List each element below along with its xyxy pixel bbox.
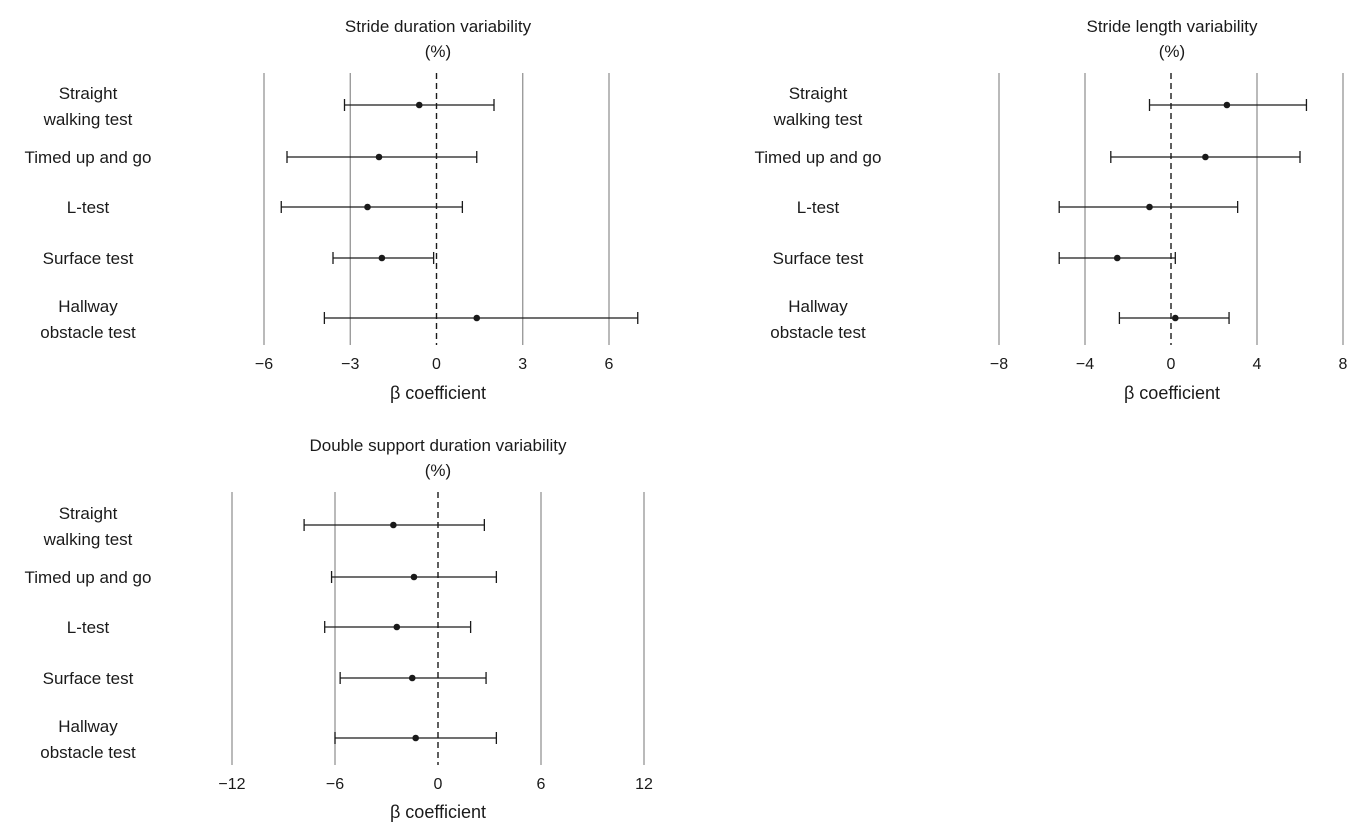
x-tick-label: −4 bbox=[1076, 356, 1094, 373]
point-estimate bbox=[364, 203, 371, 211]
point-estimate bbox=[390, 521, 397, 529]
x-tick-label: −3 bbox=[341, 356, 359, 373]
point-estimate bbox=[1146, 203, 1153, 211]
category-label: walking test bbox=[773, 110, 863, 129]
panel-title: Stride duration variability bbox=[345, 17, 532, 36]
x-axis-label: β coefficient bbox=[390, 802, 486, 822]
category-label: L-test bbox=[797, 198, 840, 217]
point-estimate bbox=[1223, 101, 1231, 109]
x-tick-label: −8 bbox=[990, 356, 1008, 373]
panel-title: Stride length variability bbox=[1086, 17, 1258, 36]
category-label: Hallway bbox=[58, 717, 118, 736]
x-tick-label: 4 bbox=[1253, 356, 1262, 373]
panel-title: (%) bbox=[425, 461, 451, 480]
category-label: Timed up and go bbox=[755, 148, 882, 167]
x-tick-label: 12 bbox=[635, 776, 653, 793]
forest-panel-2: Stride length variability (%) −8 −4 0 4 8 β coe… bbox=[755, 17, 1348, 403]
x-tick-label: −6 bbox=[255, 356, 273, 373]
point-estimate bbox=[415, 101, 423, 109]
point-estimate bbox=[412, 734, 419, 742]
x-tick-label: 8 bbox=[1339, 356, 1348, 373]
category-label: Surface test bbox=[773, 249, 864, 268]
point-estimate bbox=[473, 314, 481, 322]
category-label: Hallway bbox=[788, 297, 848, 316]
x-tick-label: 3 bbox=[518, 356, 527, 373]
x-tick-label: 6 bbox=[537, 776, 546, 793]
point-estimate bbox=[1202, 153, 1209, 161]
x-tick-label: −12 bbox=[218, 776, 245, 793]
category-label: obstacle test bbox=[40, 743, 136, 762]
point-estimate bbox=[408, 674, 416, 682]
category-label: Surface test bbox=[43, 669, 134, 688]
category-label: Straight bbox=[789, 84, 848, 103]
category-label: walking test bbox=[43, 110, 133, 129]
x-tick-label: 0 bbox=[434, 776, 443, 793]
category-label: Timed up and go bbox=[25, 568, 152, 587]
x-tick-label: −6 bbox=[326, 776, 344, 793]
category-label: L-test bbox=[67, 198, 110, 217]
category-label: obstacle test bbox=[40, 323, 136, 342]
forest-panel-1: Stride duration variability (%) −6 −3 0 3 6 β c… bbox=[25, 17, 639, 403]
category-label: Straight bbox=[59, 84, 118, 103]
forest-panel-3: Double support duration variability (%) −1… bbox=[25, 436, 653, 822]
panel-title: Double support duration variability bbox=[309, 436, 567, 455]
category-label: walking test bbox=[43, 530, 133, 549]
category-label: Timed up and go bbox=[25, 148, 152, 167]
panel-title: (%) bbox=[425, 42, 451, 61]
x-axis-label: β coefficient bbox=[1124, 383, 1220, 403]
category-label: Hallway bbox=[58, 297, 118, 316]
category-label: L-test bbox=[67, 618, 110, 637]
x-tick-label: 0 bbox=[432, 356, 441, 373]
point-estimate bbox=[1172, 314, 1179, 322]
category-label: obstacle test bbox=[770, 323, 866, 342]
x-tick-label: 0 bbox=[1167, 356, 1176, 373]
x-axis-label: β coefficient bbox=[390, 383, 486, 403]
category-label: Surface test bbox=[43, 249, 134, 268]
point-estimate bbox=[1113, 254, 1121, 262]
point-estimate bbox=[378, 254, 386, 262]
point-estimate bbox=[393, 623, 401, 631]
point-estimate bbox=[410, 573, 418, 581]
x-tick-label: 6 bbox=[605, 356, 614, 373]
category-label: Straight bbox=[59, 504, 118, 523]
panel-title: (%) bbox=[1159, 42, 1185, 61]
point-estimate bbox=[375, 153, 383, 161]
